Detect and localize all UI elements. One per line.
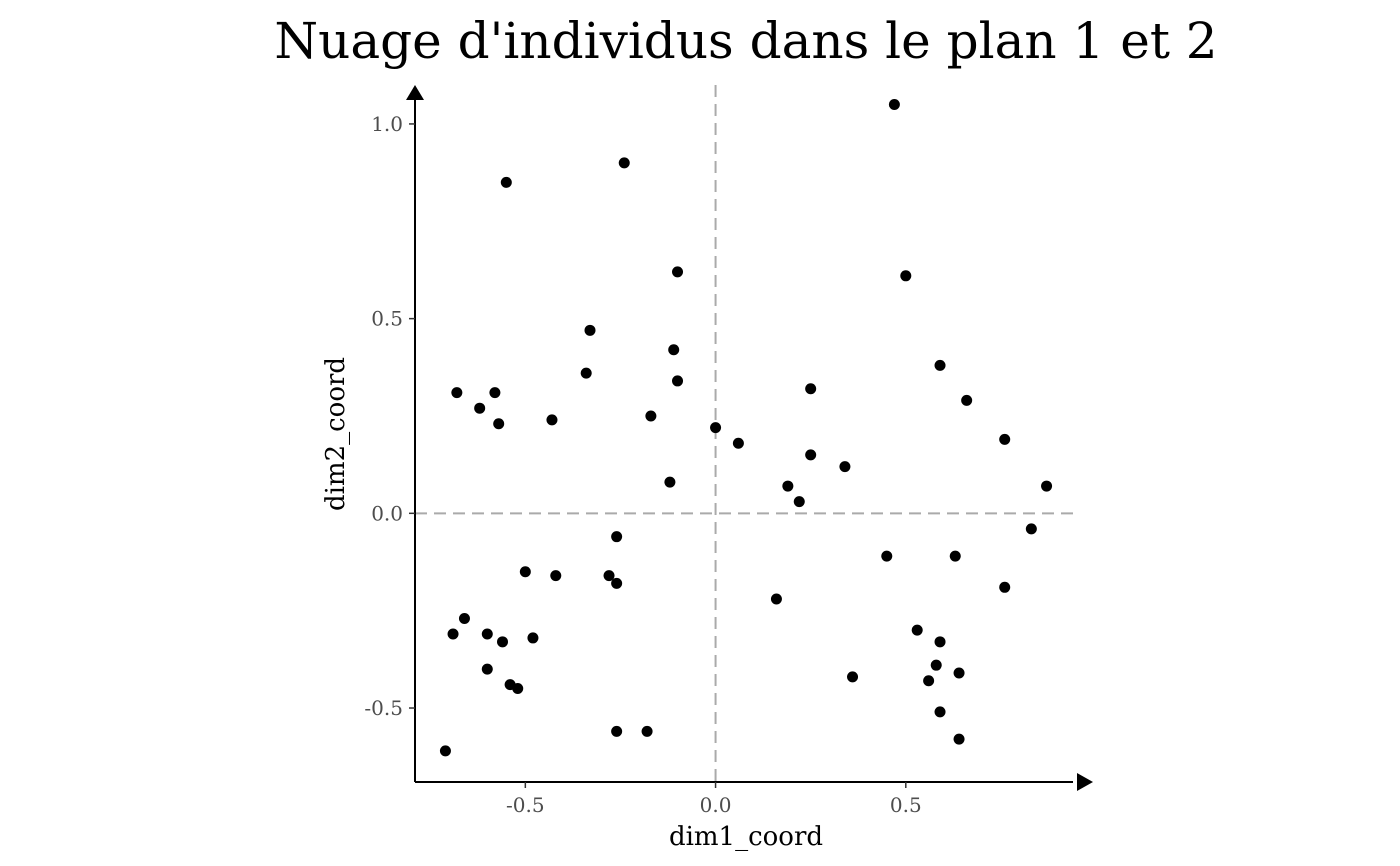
data-point	[497, 636, 509, 648]
data-point	[481, 628, 493, 640]
data-point	[550, 570, 562, 582]
data-point	[611, 531, 623, 543]
data-point	[527, 632, 539, 644]
data-point	[881, 550, 893, 562]
data-point	[782, 480, 794, 492]
data-point	[839, 461, 851, 473]
data-point	[489, 387, 501, 399]
data-point	[805, 383, 817, 395]
reference-lines	[415, 85, 1077, 782]
data-point	[949, 550, 961, 562]
data-point	[953, 733, 965, 745]
x-axis-title: dim1_coord	[669, 822, 823, 852]
data-point	[618, 157, 630, 169]
data-point	[611, 577, 623, 589]
data-point	[439, 745, 451, 757]
data-point	[934, 706, 946, 718]
data-point	[451, 387, 463, 399]
data-point	[710, 422, 722, 434]
data-point	[458, 612, 470, 624]
data-point	[641, 725, 653, 737]
data-point	[672, 375, 684, 387]
data-point	[645, 410, 657, 422]
data-point	[934, 636, 946, 648]
x-axis-arrow	[1077, 773, 1093, 791]
data-point	[580, 367, 592, 379]
data-point	[481, 663, 493, 675]
ticks: -0.5 0.0 0.5 -0.5 0.0 0.5 1.0	[364, 112, 921, 817]
data-point	[1041, 480, 1053, 492]
data-point	[519, 566, 531, 578]
data-point	[805, 449, 817, 461]
data-point	[546, 414, 558, 426]
x-tick-label: -0.5	[506, 793, 545, 817]
y-tick-label: 0.0	[371, 501, 403, 525]
data-point	[770, 593, 782, 605]
y-tick-label: -0.5	[364, 696, 403, 720]
data-point	[999, 433, 1011, 445]
data-points	[439, 98, 1053, 757]
data-point	[493, 418, 505, 430]
chart-title: Nuage d'individus dans le plan 1 et 2	[274, 12, 1217, 70]
y-tick-label: 0.5	[371, 307, 403, 331]
data-point	[732, 437, 744, 449]
data-point	[500, 176, 512, 188]
data-point	[953, 667, 965, 679]
data-point	[934, 359, 946, 371]
data-point	[999, 581, 1011, 593]
data-point	[512, 683, 524, 695]
y-axis-arrow	[406, 85, 424, 100]
data-point	[911, 624, 923, 636]
data-point	[961, 394, 973, 406]
x-tick-label: 0.5	[890, 793, 922, 817]
y-axis-title: dim2_coord	[321, 357, 351, 511]
data-point	[930, 659, 942, 671]
data-point	[603, 570, 615, 582]
y-tick-label: 1.0	[371, 112, 403, 136]
data-point	[447, 628, 459, 640]
data-point	[923, 675, 935, 687]
data-point	[847, 671, 859, 683]
data-point	[584, 324, 596, 336]
data-point	[888, 98, 900, 110]
data-point	[664, 476, 676, 488]
data-point	[900, 270, 912, 282]
data-point	[668, 344, 680, 356]
data-point	[611, 725, 623, 737]
x-tick-label: 0.0	[700, 793, 732, 817]
data-point	[793, 496, 805, 508]
data-point	[672, 266, 684, 278]
data-point	[474, 402, 486, 414]
data-point	[1025, 523, 1037, 535]
